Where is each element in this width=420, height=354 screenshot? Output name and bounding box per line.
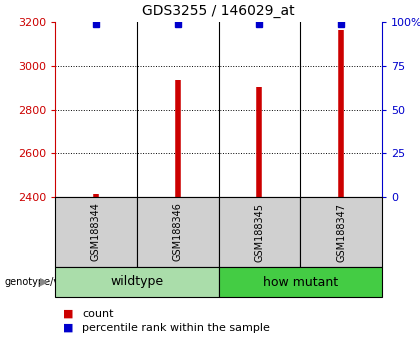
Text: genotype/variation: genotype/variation — [4, 277, 97, 287]
Text: ■: ■ — [63, 309, 74, 319]
Text: wildtype: wildtype — [110, 275, 163, 289]
Title: GDS3255 / 146029_at: GDS3255 / 146029_at — [142, 4, 295, 18]
Text: GSM188347: GSM188347 — [336, 202, 346, 262]
Text: percentile rank within the sample: percentile rank within the sample — [82, 323, 270, 333]
Text: count: count — [82, 309, 113, 319]
Text: GSM188346: GSM188346 — [173, 202, 183, 262]
Text: ■: ■ — [63, 323, 74, 333]
Text: ▶: ▶ — [40, 277, 49, 287]
Text: GSM188344: GSM188344 — [91, 202, 101, 262]
Text: GSM188345: GSM188345 — [255, 202, 264, 262]
Text: how mutant: how mutant — [262, 275, 338, 289]
